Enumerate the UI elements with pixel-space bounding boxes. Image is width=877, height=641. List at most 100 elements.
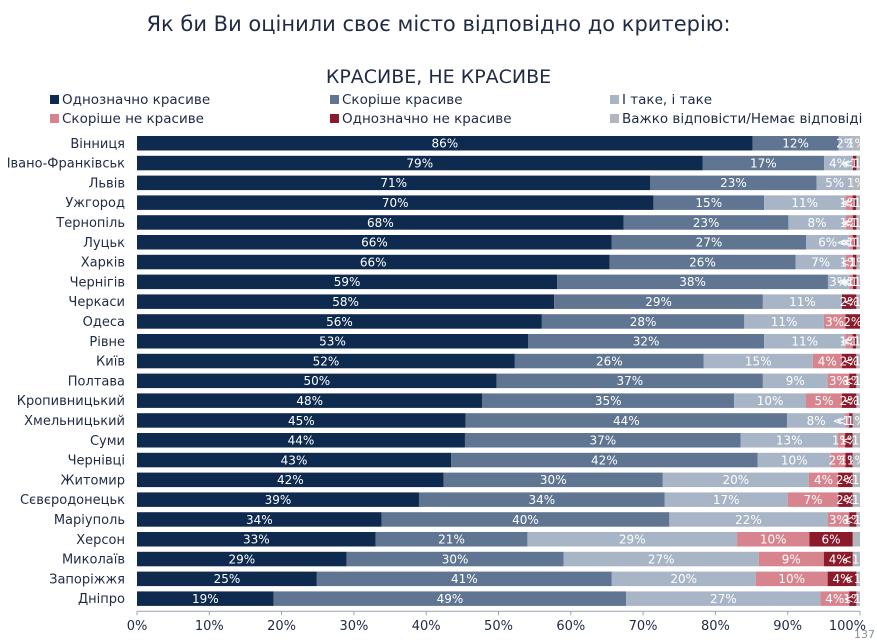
data-label: 3% — [825, 315, 844, 329]
data-label: 79% — [406, 156, 433, 170]
bar-segment — [762, 373, 828, 389]
data-label: 5% — [815, 394, 834, 408]
data-label: 10% — [778, 572, 805, 586]
data-label: 66% — [361, 236, 388, 250]
data-label: 49% — [437, 592, 464, 606]
bar-segment — [764, 195, 846, 210]
bar-segment — [669, 512, 828, 527]
data-label: 34% — [246, 513, 273, 527]
category-label: Житомир — [61, 473, 126, 488]
data-label: 28% — [630, 315, 657, 329]
bar-segment — [662, 472, 809, 488]
bar-segment — [845, 314, 860, 329]
data-label: 37% — [616, 374, 643, 388]
bar-segment — [838, 136, 853, 151]
data-label: 3% — [829, 513, 848, 527]
category-label: Рівне — [89, 335, 125, 350]
bar-segment — [137, 215, 624, 230]
data-label: 3% — [829, 374, 848, 388]
bar-segment — [514, 353, 704, 369]
bar-segment — [849, 591, 857, 606]
data-label: 34% — [529, 493, 556, 507]
bar-segment — [827, 274, 850, 290]
bar-segment — [734, 393, 807, 408]
legend-swatch — [50, 114, 59, 123]
bar-segment — [740, 433, 838, 448]
bar-segment — [273, 591, 627, 606]
data-label: 2% — [840, 295, 859, 309]
data-label: 71% — [380, 176, 407, 190]
data-label: 2% — [836, 137, 855, 151]
data-label: <1% — [842, 552, 871, 566]
legend-swatch — [610, 95, 619, 104]
bar-segment — [841, 353, 857, 369]
data-label: 4% — [829, 156, 848, 170]
category-label: Львів — [89, 176, 125, 191]
data-label: 27% — [696, 236, 723, 250]
bar-segment — [809, 532, 853, 547]
data-label: 59% — [334, 275, 361, 289]
data-label: 3% — [829, 275, 848, 289]
data-label: <1% — [844, 196, 873, 210]
data-label: 27% — [648, 552, 675, 566]
bar-segment — [816, 175, 853, 191]
bar-segment — [527, 532, 738, 547]
bar-segment — [137, 334, 529, 349]
bar-segment — [752, 136, 839, 151]
bar-segment — [316, 571, 612, 587]
data-label: 2% — [836, 493, 855, 507]
bar-segment — [653, 195, 765, 210]
bar-segment — [824, 155, 853, 171]
bar-segment — [856, 195, 860, 210]
bar-segment — [557, 274, 828, 290]
data-label: <1% — [840, 255, 869, 269]
bar-segment — [856, 155, 860, 171]
data-label: 33% — [243, 533, 270, 547]
data-label: 56% — [326, 315, 353, 329]
bar-segment — [375, 532, 528, 547]
bar-segment — [856, 235, 860, 250]
data-label: 2% — [829, 453, 848, 467]
data-label: <1% — [840, 156, 869, 170]
data-label: 7% — [811, 255, 830, 269]
data-label: 26% — [596, 354, 623, 368]
category-label: Ужгород — [65, 196, 125, 211]
data-label: 39% — [265, 493, 292, 507]
bar-segment — [626, 591, 821, 606]
legend-swatch — [330, 95, 339, 104]
bar-segment — [737, 532, 810, 547]
data-label: 26% — [689, 255, 716, 269]
bar-segment — [137, 314, 542, 329]
bar-segment — [830, 452, 846, 468]
bar-segment — [845, 433, 853, 448]
bar-segment — [806, 393, 843, 408]
bar-segment — [842, 294, 857, 309]
data-label: 19% — [192, 592, 219, 606]
bar-segment — [852, 551, 860, 567]
bar-segment — [137, 413, 466, 428]
data-label: 4% — [825, 592, 844, 606]
x-tick-label: 50% — [484, 619, 513, 634]
bar-segment — [137, 393, 483, 408]
data-label: 29% — [645, 295, 672, 309]
legend-label: Важко відповісти/Немає відповіді — [622, 111, 863, 127]
bar-segment — [137, 591, 274, 606]
data-label: <1% — [842, 493, 871, 507]
data-label: <1% — [844, 236, 873, 250]
data-label: 52% — [313, 354, 340, 368]
data-label: 4% — [829, 552, 848, 566]
bar-segment — [611, 571, 756, 587]
data-label: <1% — [844, 394, 873, 408]
bar-segment — [852, 175, 860, 191]
bar-segment — [137, 472, 444, 488]
data-label: 44% — [613, 414, 640, 428]
category-label: Миколаїв — [62, 553, 125, 568]
data-label: 4% — [814, 473, 833, 487]
data-label: <1% — [840, 216, 869, 230]
data-label: 11% — [791, 335, 818, 349]
bar-segment — [845, 413, 850, 428]
category-label: Маріуполь — [54, 513, 125, 528]
bar-segment — [496, 373, 763, 389]
bar-segment — [856, 254, 860, 270]
category-label: Черкаси — [68, 295, 125, 310]
